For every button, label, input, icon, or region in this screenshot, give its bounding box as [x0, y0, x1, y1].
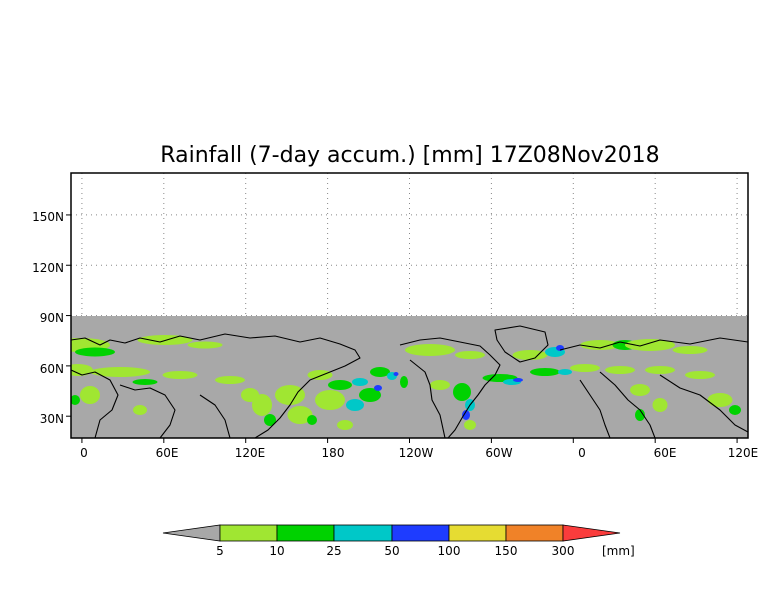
- rainfall-patch: [405, 344, 455, 356]
- x-tick-label: 0: [578, 446, 586, 460]
- rainfall-patch: [635, 409, 645, 421]
- rainfall-patch: [337, 420, 353, 430]
- rainfall-patch: [707, 393, 733, 407]
- coastline: [71, 369, 119, 438]
- coastline: [599, 371, 656, 438]
- coastline: [559, 337, 748, 351]
- rainfall-patch: [315, 390, 345, 410]
- coastline: [199, 394, 231, 438]
- rainfall-patch: [370, 367, 390, 377]
- rainfall-patch: [374, 385, 382, 391]
- colorbar-tick-label: 150: [495, 544, 518, 558]
- colorbar-low-triangle: [162, 524, 221, 542]
- colorbar-high-triangle: [562, 524, 621, 542]
- rainfall-patch: [625, 339, 675, 351]
- rainfall-patch: [133, 405, 147, 415]
- x-tick-label: 120W: [399, 446, 434, 460]
- coastline: [494, 325, 549, 363]
- rainfall-patch: [430, 380, 450, 390]
- x-tick-label: 60W: [485, 446, 512, 460]
- colorbar-tick-label: 25: [326, 544, 341, 558]
- coastline: [579, 379, 611, 438]
- rainfall-patch: [328, 380, 352, 390]
- rainfall-patch: [512, 350, 548, 360]
- x-axis-ticks: [81, 438, 738, 443]
- rainfall-patch: [80, 386, 100, 404]
- rainfall-patch: [558, 369, 572, 375]
- rainfall-patch: [513, 378, 523, 382]
- rainfall-patch: [307, 415, 317, 425]
- rainfall-patch: [275, 385, 305, 405]
- rainfall-patch: [359, 388, 381, 402]
- colorbar-tick-label: 10: [269, 544, 284, 558]
- rainfall-patch: [215, 376, 245, 384]
- map-title: Rainfall (7-day accum.) [mm] 17Z08Nov201…: [160, 143, 659, 168]
- colorbar-box: [219, 524, 278, 542]
- rainfall-patch: [652, 398, 668, 412]
- rainfall-patch: [287, 406, 313, 424]
- colorbar-tick-label: 50: [384, 544, 399, 558]
- x-tick-label: 120E: [728, 446, 759, 460]
- colorbar-box: [391, 524, 450, 542]
- colorbar-box: [505, 524, 564, 542]
- x-tick-label: 60E: [654, 446, 677, 460]
- x-tick-label: 0: [80, 446, 88, 460]
- rainfall-patch: [75, 347, 115, 357]
- rainfall-patch: [352, 378, 368, 386]
- rainfall-patch: [455, 351, 485, 359]
- rainfall-patch: [400, 376, 408, 388]
- rainfall-patch: [462, 410, 470, 420]
- y-tick-label: 90N: [40, 311, 64, 325]
- rainfall-patch: [346, 399, 364, 411]
- rainfall-patch: [685, 371, 715, 379]
- rainfall-patch: [393, 372, 399, 376]
- colorbar-tick-label: 5: [216, 544, 224, 558]
- coastline: [399, 337, 501, 438]
- colorbar: 5 10 25 50 100 150 300 [mm]: [162, 524, 635, 558]
- colorbar-tick-label: 300: [552, 544, 575, 558]
- x-tick-label: 180: [322, 446, 345, 460]
- colorbar-tick-label: 100: [438, 544, 461, 558]
- y-axis-ticks: [66, 214, 71, 417]
- rainfall-patch: [672, 346, 708, 354]
- rainfall-patch: [530, 368, 560, 376]
- y-tick-label: 150N: [32, 210, 64, 224]
- rainfall-patch: [729, 405, 741, 415]
- x-tick-label: 120E: [235, 446, 266, 460]
- rainfall-patch: [307, 370, 333, 380]
- colorbar-box: [333, 524, 393, 542]
- y-tick-label: 60N: [40, 362, 64, 376]
- colorbar-box: [276, 524, 335, 542]
- rainfall-patch: [132, 379, 158, 385]
- coastline: [119, 384, 176, 438]
- y-tick-label: 120N: [32, 261, 64, 275]
- rainfall-patch: [453, 383, 471, 401]
- rainfall-patch: [187, 341, 223, 349]
- rainfall-patch: [90, 367, 150, 377]
- coastline: [659, 374, 748, 433]
- rainfall-patch: [71, 395, 80, 405]
- rainfall-patch: [645, 366, 675, 374]
- y-tick-label: 30N: [40, 412, 64, 426]
- rainfall-patch: [464, 420, 476, 430]
- coastlines: [71, 325, 748, 438]
- coastline: [409, 359, 446, 438]
- rainfall-field: [71, 316, 748, 438]
- rainfall-patch: [630, 384, 650, 396]
- rainfall-patch: [556, 345, 564, 351]
- rainfall-patch: [264, 414, 276, 426]
- x-tick-label: 60E: [156, 446, 179, 460]
- rainfall-patch: [570, 364, 600, 372]
- rainfall-patch: [580, 340, 620, 350]
- rainfall-patch: [162, 371, 198, 379]
- rainfall-patch: [252, 394, 272, 416]
- colorbar-box: [448, 524, 507, 542]
- coastline: [71, 333, 361, 438]
- rainfall-patch: [605, 366, 635, 374]
- colorbar-unit-label: [mm]: [602, 544, 635, 558]
